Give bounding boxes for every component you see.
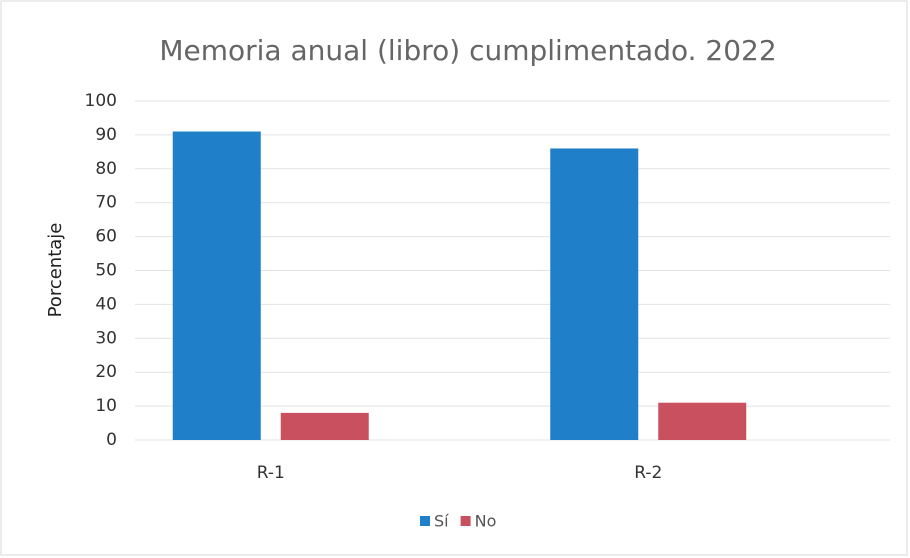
y-tick-label: 40	[95, 294, 117, 314]
y-tick-label: 80	[95, 159, 117, 179]
legend-swatch	[460, 516, 471, 526]
bar	[658, 402, 747, 440]
legend-label: Sí	[434, 512, 449, 531]
bar	[280, 412, 369, 440]
y-tick-label: 100	[85, 91, 117, 111]
y-tick-label: 50	[95, 261, 117, 281]
y-tick-label: 70	[95, 193, 117, 213]
chart-title: Memoria anual (libro) cumplimentado. 202…	[159, 34, 776, 67]
bar	[172, 131, 261, 440]
y-axis-label: Porcentaje	[45, 223, 66, 318]
y-tick-label: 20	[95, 362, 117, 382]
x-tick-label: R-2	[634, 463, 662, 483]
y-tick-label: 90	[95, 125, 117, 145]
y-tick-label: 30	[95, 328, 117, 348]
legend-swatch	[420, 516, 430, 526]
y-tick-label: 60	[95, 227, 117, 247]
bar	[550, 148, 639, 440]
y-tick-label: 10	[95, 396, 117, 416]
x-tick-label: R-1	[257, 463, 285, 483]
y-tick-label: 0	[106, 430, 117, 450]
legend-label: No	[475, 512, 497, 531]
